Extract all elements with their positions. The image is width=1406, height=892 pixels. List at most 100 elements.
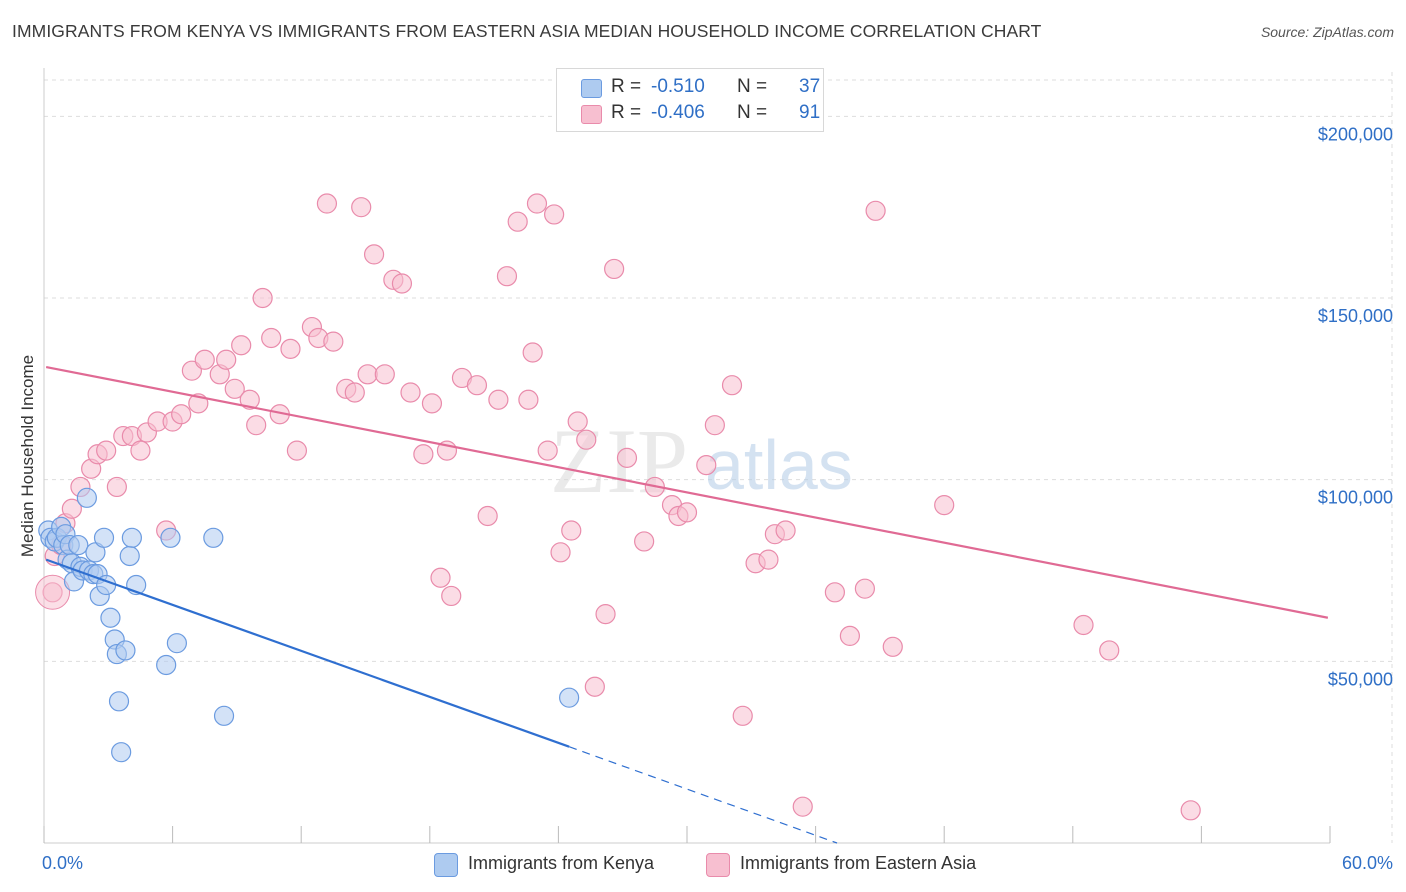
asia-point <box>526 193 548 214</box>
asia-point <box>704 415 725 436</box>
asia-point <box>430 567 451 588</box>
asia-point <box>400 382 421 403</box>
kenya-point <box>93 527 115 548</box>
asia-point <box>357 364 378 385</box>
asia-point <box>567 411 588 432</box>
asia-point <box>518 389 539 410</box>
asia-point <box>576 429 597 450</box>
asia-point <box>344 382 365 403</box>
asia-r-label: R = <box>611 102 642 123</box>
kenya-point <box>213 705 235 726</box>
asia-point <box>584 676 605 697</box>
asia-point <box>130 440 151 461</box>
asia-point <box>441 585 462 607</box>
asia-point <box>61 498 82 519</box>
asia-trend-line <box>45 365 1329 619</box>
y-tick-label: $150,000 <box>1318 306 1393 326</box>
legend-kenya-label: Immigrants from Kenya <box>468 853 655 873</box>
kenya-point <box>160 527 181 548</box>
kenya-point <box>115 640 136 661</box>
asia-point <box>839 625 860 647</box>
tick-labels: $50,000 $100,000 $150,000 $200,000 0.0% 60.0% <box>42 124 1393 873</box>
asia-point <box>181 360 202 381</box>
kenya-trend-extension <box>568 746 838 844</box>
legend-asia-label: Immigrants from Eastern Asia <box>740 853 977 873</box>
asia-n-value: 91 <box>799 102 821 123</box>
asia-point <box>824 582 845 603</box>
x-tick-label: 0.0% <box>42 853 83 873</box>
asia-swatch <box>581 105 602 124</box>
asia-point <box>421 393 443 414</box>
correlation-stats-box: R = -0.510 N = 37 R = -0.406 N = 91 <box>556 68 824 132</box>
legend-kenya-swatch <box>434 853 458 877</box>
axes <box>43 68 1331 844</box>
asia-point <box>507 211 528 232</box>
asia-point <box>775 520 796 541</box>
asia-point <box>676 502 698 523</box>
asia-point <box>316 193 338 214</box>
asia-point-cluster <box>35 574 71 610</box>
asia-point <box>1099 640 1120 661</box>
asia-point <box>239 389 260 410</box>
asia-point <box>792 796 813 817</box>
asia-point <box>934 495 955 516</box>
series-eastern-asia <box>35 193 1201 821</box>
asia-point <box>477 505 498 527</box>
asia-n-label: N = <box>737 102 768 123</box>
asia-point <box>194 349 215 370</box>
y-axis-title-wrap: Median Household Income <box>8 0 48 892</box>
kenya-r-value: -0.510 <box>651 76 705 97</box>
asia-point <box>252 287 273 309</box>
trend-lines <box>45 365 1329 844</box>
kenya-point <box>156 654 177 676</box>
watermark-atlas: atlas <box>705 426 853 504</box>
asia-point <box>224 378 245 399</box>
asia-point <box>550 542 571 563</box>
asia-point <box>522 342 543 363</box>
kenya-point <box>166 633 187 654</box>
y-tick-label: $100,000 <box>1318 488 1393 508</box>
asia-point <box>96 440 117 461</box>
asia-point <box>106 476 127 498</box>
asia-point <box>246 415 267 436</box>
asia-point <box>561 520 582 541</box>
asia-point <box>171 404 192 425</box>
asia-point <box>882 636 903 657</box>
asia-point <box>865 200 886 221</box>
asia-point <box>616 447 638 468</box>
kenya-n-value: 37 <box>799 76 821 97</box>
asia-point <box>758 549 779 570</box>
asia-point <box>854 578 875 599</box>
asia-point <box>286 440 308 461</box>
kenya-r-label: R = <box>611 76 642 97</box>
kenya-point <box>68 534 89 556</box>
asia-point <box>374 364 395 385</box>
asia-point <box>216 349 237 370</box>
kenya-n-label: N = <box>737 76 768 97</box>
asia-point <box>261 327 282 349</box>
y-axis-title: Median Household Income <box>18 354 37 558</box>
asia-r-value: -0.406 <box>651 102 705 123</box>
kenya-point <box>121 527 142 548</box>
asia-point <box>604 258 625 280</box>
asia-point <box>537 440 558 461</box>
asia-point <box>466 375 488 396</box>
kenya-swatch <box>581 79 602 98</box>
asia-point <box>634 531 655 552</box>
asia-point <box>323 331 344 352</box>
kenya-point <box>108 691 130 712</box>
kenya-point <box>559 687 580 708</box>
source-label: Source: ZipAtlas.com <box>1260 24 1394 40</box>
asia-point <box>351 197 372 218</box>
asia-point <box>1073 614 1094 636</box>
asia-point <box>595 603 616 625</box>
kenya-point <box>111 742 132 763</box>
kenya-point <box>119 545 140 567</box>
asia-point <box>732 705 753 726</box>
x-tick-label: 60.0% <box>1342 853 1393 873</box>
asia-point <box>1180 800 1201 821</box>
watermark: ZIP atlas <box>550 410 853 512</box>
kenya-point <box>76 487 97 508</box>
asia-point <box>721 375 743 396</box>
